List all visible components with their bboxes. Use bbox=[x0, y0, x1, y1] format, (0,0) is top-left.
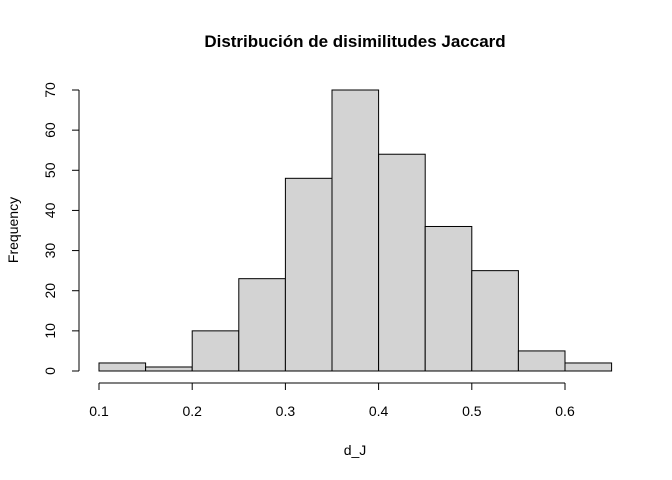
histogram-bar bbox=[238, 278, 286, 372]
y-tick-label: 70 bbox=[42, 82, 58, 98]
y-tick-label: 40 bbox=[42, 202, 58, 218]
histogram-bar bbox=[98, 362, 147, 372]
y-tick-label: 30 bbox=[42, 243, 58, 259]
y-tick-label: 0 bbox=[42, 367, 58, 375]
histogram-bar bbox=[424, 225, 473, 372]
y-tick-label: 10 bbox=[42, 323, 58, 339]
histogram-bars bbox=[98, 89, 613, 372]
x-tick-label: 0.3 bbox=[276, 403, 296, 419]
x-tick-label: 0.1 bbox=[89, 403, 109, 419]
y-axis-label: Frequency bbox=[5, 197, 21, 263]
x-axis: 0.1 0.2 0.3 0.4 0.5 0.6 bbox=[89, 382, 575, 419]
histogram-bar bbox=[284, 177, 333, 372]
chart-title: Distribución de disimilitudes Jaccard bbox=[204, 32, 505, 51]
histogram-bar bbox=[191, 330, 240, 372]
histogram-bar bbox=[517, 350, 566, 372]
histogram-bar bbox=[471, 270, 519, 372]
histogram-bar bbox=[331, 89, 380, 372]
y-tick-label: 50 bbox=[42, 162, 58, 178]
y-tick-label: 20 bbox=[42, 283, 58, 299]
histogram-bar bbox=[378, 153, 426, 372]
x-axis-label: d_J bbox=[344, 442, 367, 458]
histogram-bar bbox=[145, 366, 193, 372]
x-tick-label: 0.6 bbox=[555, 403, 575, 419]
x-tick-label: 0.5 bbox=[462, 403, 482, 419]
x-tick-label: 0.2 bbox=[182, 403, 202, 419]
y-tick-label: 60 bbox=[42, 122, 58, 138]
histogram-bar bbox=[564, 362, 613, 372]
y-axis: 0 10 20 30 40 50 60 70 bbox=[42, 82, 80, 375]
x-tick-label: 0.4 bbox=[369, 403, 389, 419]
